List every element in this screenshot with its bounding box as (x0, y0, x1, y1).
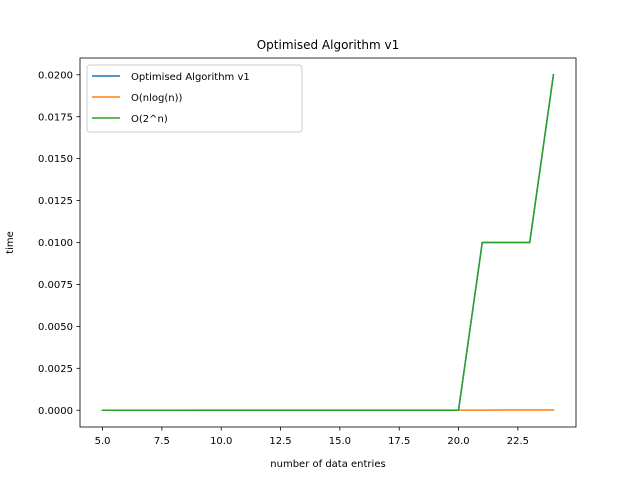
x-tick-label: 5.0 (95, 436, 111, 447)
chart-title: Optimised Algorithm v1 (257, 38, 400, 52)
x-tick-label: 10.0 (210, 436, 232, 447)
y-tick-label: 0.0075 (38, 280, 73, 291)
x-tick-label: 22.5 (507, 436, 529, 447)
legend-label: Optimised Algorithm v1 (131, 72, 250, 83)
x-tick-label: 20.0 (447, 436, 469, 447)
legend-box (86, 64, 303, 133)
y-axis-label: time (5, 231, 16, 254)
series-layer (101, 73, 555, 411)
x-tick-label: 12.5 (269, 436, 291, 447)
y-tick-label: 0.0200 (38, 70, 73, 81)
x-axis-label: number of data entries (270, 459, 385, 470)
y-tick-label: 0.0025 (38, 364, 73, 375)
x-tick-label: 7.5 (154, 436, 170, 447)
legend-label: O(nlog(n)) (131, 93, 182, 104)
y-tick-label: 0.0175 (38, 112, 73, 123)
legend: Optimised Algorithm v1 O(nlog(n)) O(2^n) (86, 64, 303, 133)
y-ticks: 0.0000 0.0025 0.0050 0.0075 0.0100 0.0125 0.01… (38, 70, 80, 417)
series-line-2 (101, 73, 555, 411)
x-ticks: 5.0 7.5 10.0 12.5 15.0 17.5 20.0 22.5 (95, 427, 529, 447)
y-tick-label: 0.0150 (38, 154, 73, 165)
x-tick-label: 17.5 (388, 436, 410, 447)
y-tick-label: 0.0125 (38, 196, 73, 207)
x-tick-label: 15.0 (329, 436, 351, 447)
y-tick-label: 0.0100 (38, 238, 73, 249)
y-tick-label: 0.0000 (38, 406, 73, 417)
y-tick-label: 0.0050 (38, 322, 73, 333)
legend-label: O(2^n) (131, 114, 168, 125)
